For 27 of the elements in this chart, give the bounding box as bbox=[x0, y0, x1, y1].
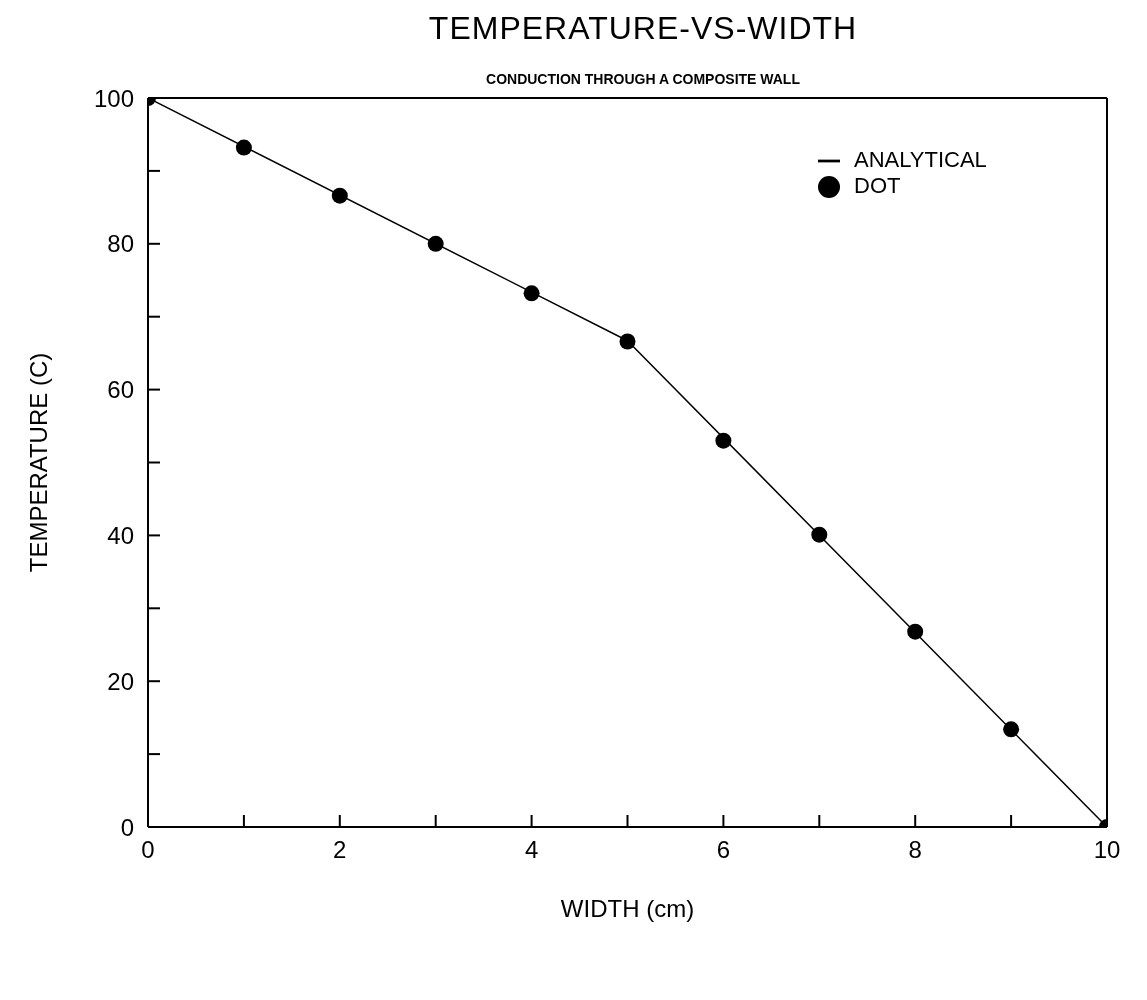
point bbox=[907, 623, 924, 640]
x-tick-label: 6 bbox=[716, 836, 731, 864]
y-tick-label: 80 bbox=[107, 230, 134, 258]
x-tick-label: 2 bbox=[333, 836, 347, 864]
point bbox=[619, 333, 636, 350]
x-axis-title: WIDTH (cm) bbox=[560, 895, 695, 922]
y-tick-label: 60 bbox=[107, 376, 134, 404]
legend-label: ANALYTICAL bbox=[854, 147, 987, 172]
chart-title: TEMPERATURE-VS-WIDTH bbox=[427, 10, 859, 47]
y-tick-label: 100 bbox=[93, 84, 134, 112]
point bbox=[427, 235, 444, 252]
point bbox=[523, 285, 540, 302]
y-tick-label: 0 bbox=[120, 813, 134, 841]
legend-label: DOT bbox=[854, 173, 901, 198]
x-tick-label: 0 bbox=[141, 836, 155, 864]
chart-subtitle: CONDUCTION THROUGH A COMPOSITE WALL bbox=[486, 71, 800, 87]
point bbox=[715, 432, 732, 449]
point bbox=[811, 526, 828, 543]
x-tick-label: 10 bbox=[1093, 836, 1121, 864]
point bbox=[331, 187, 348, 204]
point bbox=[235, 139, 252, 156]
y-axis-title: TEMPERATURE (C) bbox=[24, 352, 52, 573]
y-tick-label: 40 bbox=[107, 521, 134, 549]
x-tick-label: 8 bbox=[908, 836, 922, 864]
y-tick-label: 20 bbox=[107, 667, 134, 695]
point bbox=[1003, 721, 1020, 738]
x-tick-label: 4 bbox=[524, 836, 539, 864]
